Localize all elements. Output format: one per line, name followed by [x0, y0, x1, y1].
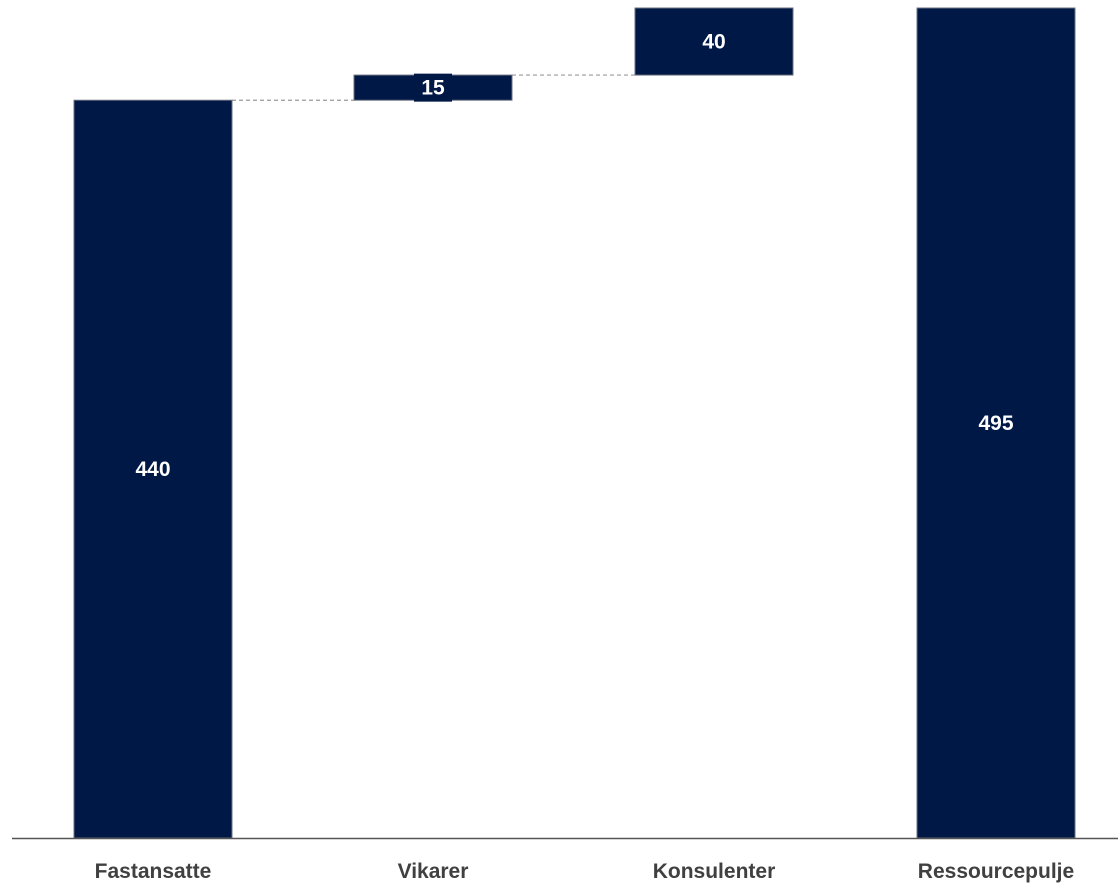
category-label-vikarer: Vikarer	[398, 860, 469, 883]
data-label-background	[414, 73, 452, 102]
data-label-vikarer: 15	[421, 77, 445, 100]
category-label-ressourcepulje: Ressourcepulje	[918, 860, 1074, 883]
category-labels-group: Fastansatte Vikarer Konsulenter Ressourcepu…	[95, 860, 1075, 883]
category-label-konsulenter: Konsulenter	[653, 860, 776, 883]
data-label-konsulenter: 40	[702, 31, 725, 54]
bar-konsulenter	[634, 7, 794, 76]
data-labels-group: 440 15 40 495	[135, 31, 1013, 482]
connector-lines	[232, 74, 635, 101]
bar-ressourcepulje	[916, 7, 1076, 839]
category-label-fastansatte: Fastansatte	[95, 860, 212, 883]
data-label-fastansatte: 440	[135, 458, 170, 481]
bars-group	[73, 7, 1076, 839]
data-label-ressourcepulje: 495	[978, 412, 1013, 435]
bar-fastansatte	[73, 99, 233, 839]
